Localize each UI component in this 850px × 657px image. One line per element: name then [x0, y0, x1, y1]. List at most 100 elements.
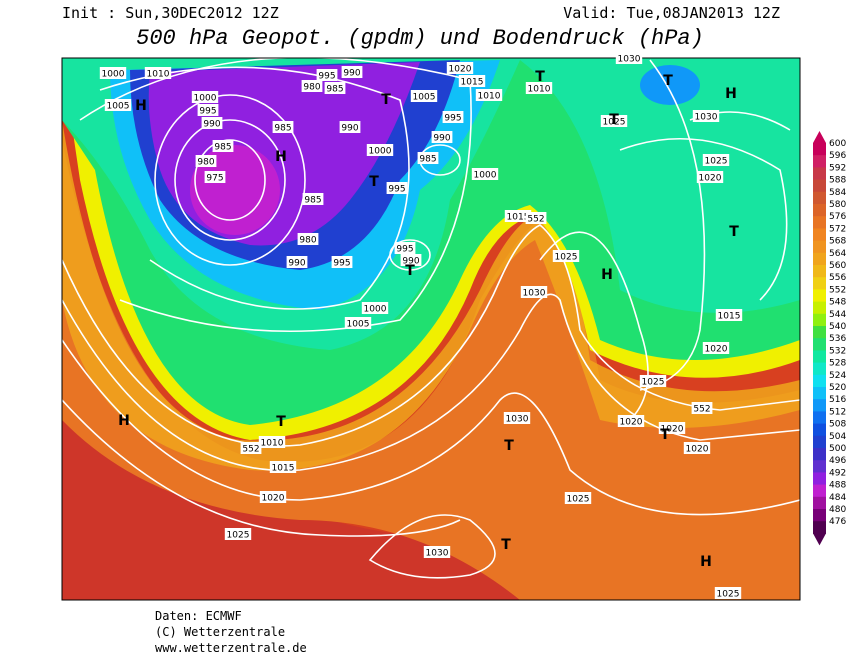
colorbar-swatch [813, 399, 826, 412]
colorbar-swatch [813, 313, 826, 327]
label-box [341, 66, 363, 78]
pressure-center: T [609, 112, 619, 128]
isobar-label: 995 [199, 107, 216, 117]
isobar-label: 985 [419, 155, 436, 165]
pressure-center: T [381, 92, 391, 108]
pressure-center: T [660, 427, 670, 443]
colorbar-swatch [813, 228, 826, 242]
isobar-label: 990 [203, 120, 220, 130]
isobar-label: 1000 [102, 70, 125, 80]
colorbar-label: 536 [829, 334, 846, 344]
colorbar-label: 540 [829, 322, 846, 332]
colorbar-swatch [813, 301, 826, 315]
isobar-label: 1025 [603, 118, 626, 128]
isobar-label: 990 [433, 134, 450, 144]
label-box [683, 442, 711, 454]
copyright: (C) Wetterzentrale [155, 625, 285, 639]
isobar-label: 1015 [461, 78, 484, 88]
valid-time: Valid: Tue,08JAN2013 12Z [563, 4, 780, 22]
label-box [552, 250, 580, 262]
isobar-label: 1000 [369, 147, 392, 157]
isobar-label: 1025 [555, 253, 578, 263]
label-box [692, 110, 720, 122]
label-box [417, 152, 439, 164]
label-box [442, 111, 464, 123]
label-box [714, 587, 742, 599]
isobar-label: 1000 [364, 305, 387, 315]
label-box [525, 212, 547, 224]
label-box [366, 144, 394, 156]
colorbar-label: 560 [829, 261, 846, 271]
colorbar-swatch [813, 289, 826, 303]
colorbar-label: 520 [829, 383, 846, 393]
isobar-label: 1000 [194, 94, 217, 104]
colorbar-label: 596 [829, 151, 846, 161]
pressure-center: T [276, 414, 286, 430]
colorbar-label: 548 [829, 298, 846, 308]
isobar-label: 995 [318, 72, 335, 82]
label-box [99, 67, 127, 79]
colorbar-label: 588 [829, 176, 846, 186]
colorbar-swatch [813, 362, 826, 376]
label-box [715, 309, 743, 321]
label-box [104, 99, 132, 111]
label-box [639, 375, 667, 387]
colorbar-label: 564 [829, 249, 846, 259]
colorbar-label: 504 [829, 432, 846, 442]
colorbar-label: 524 [829, 371, 846, 381]
colorbar-label: 500 [829, 444, 846, 454]
colorbar-swatch [813, 277, 826, 290]
label-box [431, 131, 453, 143]
colorbar-swatch [813, 143, 826, 156]
colorbar-label: 552 [829, 285, 846, 295]
label-box [339, 121, 361, 133]
isobar-label: 980 [299, 236, 316, 246]
isobar-label: 1010 [147, 70, 170, 80]
isobar-label: 995 [444, 114, 461, 124]
isobar-label: 980 [197, 158, 214, 168]
label-box [272, 121, 294, 133]
isobar-label: 1030 [506, 415, 529, 425]
map-frame [61, 57, 801, 601]
pressure-center: T [405, 263, 415, 279]
isobar-label: 990 [343, 69, 360, 79]
colorbar-swatch [813, 216, 826, 229]
colorbar-swatch [813, 472, 826, 486]
label-box [386, 182, 408, 194]
isobar-label: 1020 [661, 425, 684, 435]
label-box [324, 82, 346, 94]
label-box [525, 82, 553, 94]
colorbar-swatch [813, 265, 826, 278]
label-box [302, 193, 324, 205]
isobar-label: 985 [326, 85, 343, 95]
isobar-label: 552 [242, 445, 259, 455]
label-box [204, 171, 226, 183]
label-box [400, 254, 422, 266]
colorbar-label: 516 [829, 395, 846, 405]
isobar-label: 1030 [523, 289, 546, 299]
pressure-center: T [501, 537, 511, 553]
isobar-label: 995 [396, 245, 413, 255]
colorbar-swatch [813, 411, 826, 425]
isobar-label: 990 [288, 259, 305, 269]
isobar-label: 1025 [567, 495, 590, 505]
isobar-label: 1010 [478, 92, 501, 102]
isobar-label: 985 [274, 124, 291, 134]
isobar-label: 1000 [474, 171, 497, 181]
colorbar-swatch [813, 521, 826, 534]
label-box [195, 155, 217, 167]
colorbar-swatch [813, 484, 826, 498]
label-box [259, 491, 287, 503]
colorbar-label: 508 [829, 420, 846, 430]
isobar-label: 1020 [686, 445, 709, 455]
isobar-label: 1020 [705, 345, 728, 355]
website: www.wetterzentrale.de [155, 641, 307, 655]
isobar-label: 995 [333, 259, 350, 269]
colorbar-label: 532 [829, 346, 846, 356]
label-box [503, 412, 531, 424]
colorbar-label: 572 [829, 224, 846, 234]
label-box [658, 422, 686, 434]
isobar-label: 1020 [449, 65, 472, 75]
colorbar-swatch [813, 460, 826, 473]
